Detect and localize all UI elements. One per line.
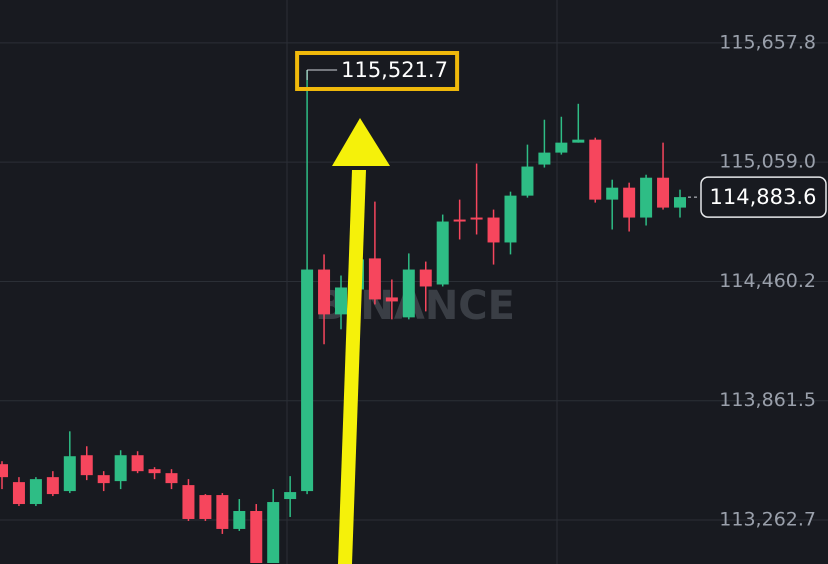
candle-body xyxy=(267,502,280,564)
candle-body xyxy=(233,511,246,529)
candle-body xyxy=(419,269,432,287)
candle-body xyxy=(487,217,500,243)
candle-body xyxy=(589,139,602,200)
candle-body xyxy=(284,492,297,500)
y-tick-label: 115,059.0 xyxy=(719,151,816,173)
candle-body xyxy=(182,485,195,519)
y-tick-label: 114,460.2 xyxy=(719,270,816,292)
candle-body xyxy=(318,269,331,315)
candle-body xyxy=(114,455,127,482)
candle-body xyxy=(335,287,347,315)
candle-body xyxy=(470,217,483,220)
last-price-box xyxy=(700,176,827,218)
candle-body xyxy=(504,195,517,243)
plot xyxy=(0,42,828,564)
candle-body xyxy=(538,152,551,165)
candle-body xyxy=(623,187,636,218)
candle-body xyxy=(199,495,212,519)
candle-body xyxy=(453,219,466,222)
candle-body xyxy=(46,477,59,495)
candle-body xyxy=(63,456,76,492)
arrow-head xyxy=(332,118,390,166)
y-tick-label: 115,657.8 xyxy=(719,31,816,53)
candle-body xyxy=(80,455,93,476)
candle-body xyxy=(572,139,585,143)
candle-body xyxy=(385,297,398,302)
candle-body xyxy=(216,495,229,529)
candle-body xyxy=(250,511,263,564)
candle-body xyxy=(521,166,534,196)
candle-body xyxy=(148,469,161,474)
candle-body xyxy=(674,197,686,208)
candle-body xyxy=(165,473,178,484)
max-label: 115,521.7 xyxy=(341,58,448,82)
candle-body xyxy=(606,187,619,200)
candle-body xyxy=(131,455,144,472)
highlight-arrow xyxy=(332,118,390,564)
candle-body xyxy=(640,177,653,218)
candle-body xyxy=(0,464,8,478)
candle-body xyxy=(29,479,42,505)
candle-body xyxy=(12,482,25,505)
candle-body xyxy=(555,142,568,153)
candle-body xyxy=(436,221,449,285)
arrow-shaft xyxy=(338,170,366,564)
y-tick-label: 113,861.5 xyxy=(719,389,816,411)
candle-body xyxy=(368,258,381,300)
highlight-box xyxy=(295,50,460,91)
candle-body xyxy=(97,475,110,484)
candle-body xyxy=(301,269,314,492)
candle-body xyxy=(402,269,415,318)
y-tick-label: 113,262.7 xyxy=(719,509,816,531)
last-price-label: 114,883.6 xyxy=(710,185,817,209)
candle-body xyxy=(657,177,670,208)
